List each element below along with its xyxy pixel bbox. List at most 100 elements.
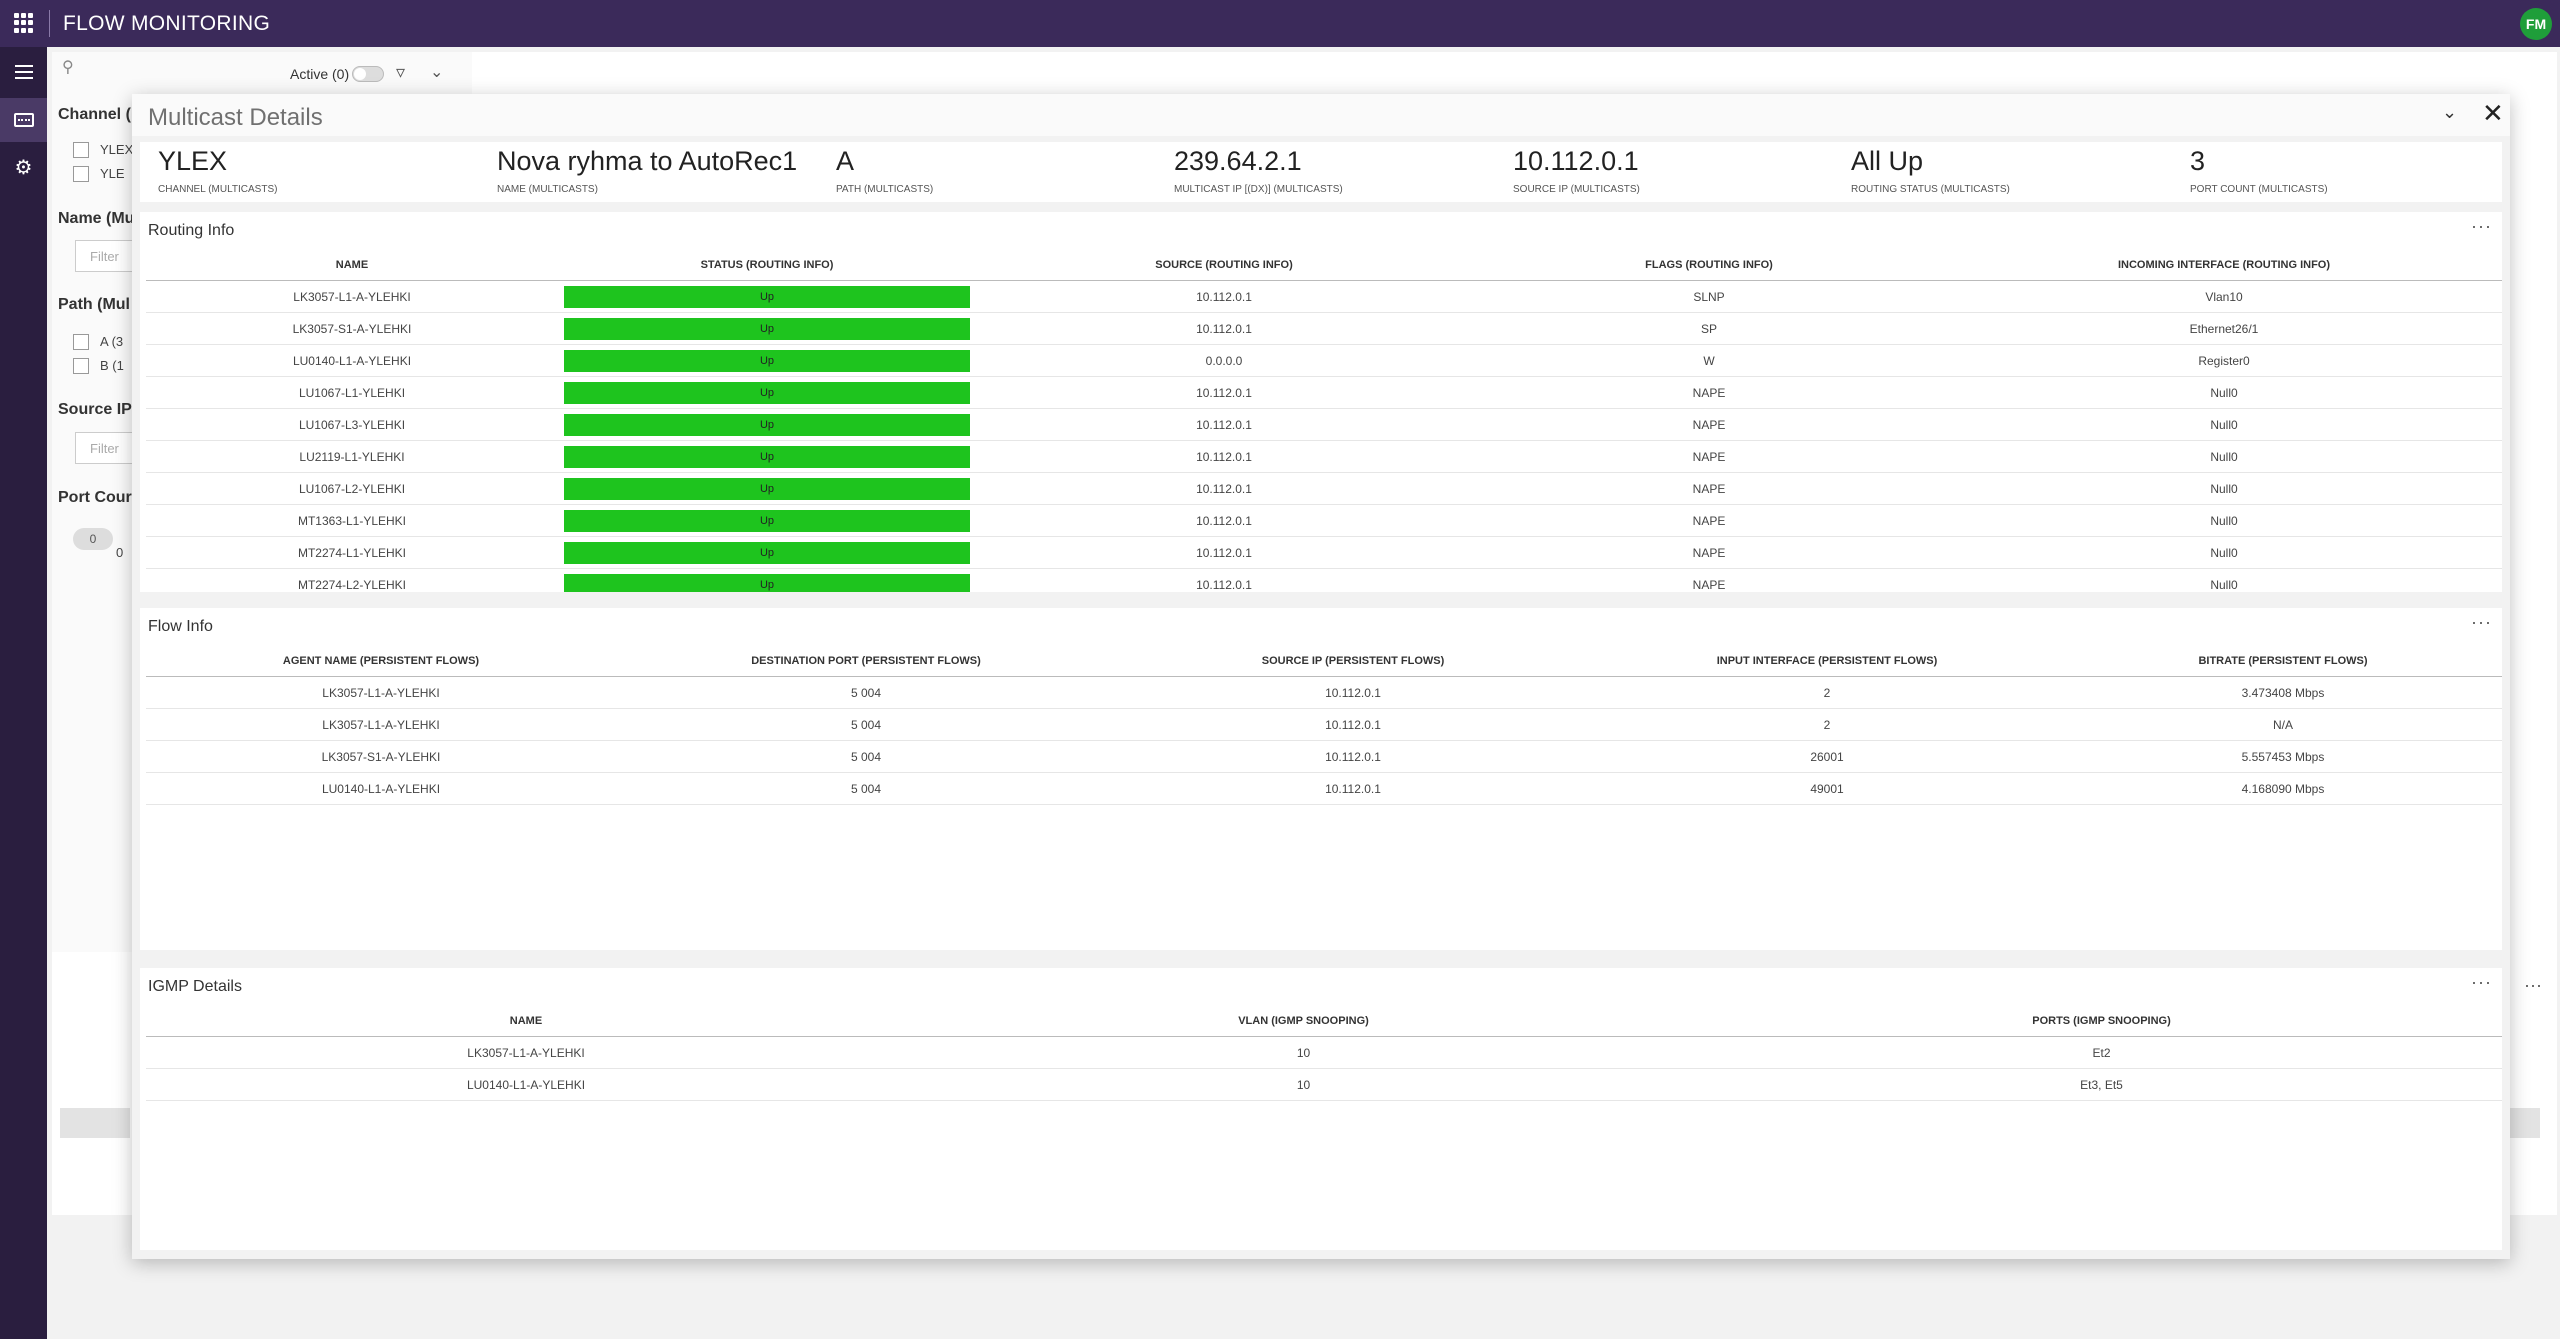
status-badge: Up	[564, 413, 970, 436]
column-header[interactable]: DESTINATION PORT (PERSISTENT FLOWS)	[616, 646, 1116, 677]
flow-info-table: AGENT NAME (PERSISTENT FLOWS) DESTINATION…	[146, 646, 2502, 805]
filter-channel-option: YLEX	[100, 142, 134, 157]
card-title: Routing Info	[148, 222, 235, 239]
table-cell: 10.112.0.1	[976, 504, 1472, 537]
filter-channel-checkbox[interactable]	[73, 166, 89, 182]
table-row[interactable]: MT1363-L1-YLEHKI Up 10.112.0.1 NAPE Null0	[146, 504, 2502, 537]
table-cell: NAPE	[1472, 472, 1946, 505]
column-header[interactable]: NAME	[146, 1006, 906, 1037]
more-options-icon[interactable]: ···	[2471, 216, 2492, 236]
table-cell: MT1363-L1-YLEHKI	[146, 504, 558, 537]
table-cell: NAPE	[1472, 376, 1946, 409]
summary-value: All Up	[1851, 146, 1924, 176]
table-cell: Null0	[1946, 504, 2502, 537]
table-row[interactable]: LK3057-L1-A-YLEHKI 10 Et2	[146, 1036, 2502, 1069]
app-launcher-icon[interactable]	[14, 13, 34, 33]
column-header[interactable]: BITRATE (PERSISTENT FLOWS)	[2064, 646, 2502, 677]
user-avatar[interactable]: FM	[2520, 8, 2552, 40]
column-header[interactable]: STATUS (ROUTING INFO)	[558, 250, 976, 281]
table-cell: LU0140-L1-A-YLEHKI	[146, 344, 558, 377]
filter-icon[interactable]: ▿	[396, 62, 406, 82]
table-row[interactable]: LU1067-L1-YLEHKI Up 10.112.0.1 NAPE Null0	[146, 376, 2502, 409]
table-cell: LU0140-L1-A-YLEHKI	[146, 1068, 906, 1101]
column-header[interactable]: FLAGS (ROUTING INFO)	[1472, 250, 1946, 281]
table-cell: Null0	[1946, 472, 2502, 505]
summary-value: 10.112.0.1	[1513, 146, 1639, 176]
table-cell: 10.112.0.1	[976, 280, 1472, 313]
column-header[interactable]: SOURCE IP (PERSISTENT FLOWS)	[1116, 646, 1590, 677]
table-cell: 10	[906, 1068, 1701, 1101]
menu-button[interactable]	[0, 50, 47, 94]
table-cell: Null0	[1946, 408, 2502, 441]
filter-channel-checkbox[interactable]	[73, 142, 89, 158]
table-cell: LK3057-L1-A-YLEHKI	[146, 708, 616, 741]
column-header[interactable]: AGENT NAME (PERSISTENT FLOWS)	[146, 646, 616, 677]
table-cell: LK3057-L1-A-YLEHKI	[146, 1036, 906, 1069]
table-row[interactable]: MT2274-L1-YLEHKI Up 10.112.0.1 NAPE Null0	[146, 536, 2502, 569]
table-row[interactable]: LU1067-L2-YLEHKI Up 10.112.0.1 NAPE Null0	[146, 472, 2502, 505]
status-badge: Up	[564, 573, 970, 592]
column-header[interactable]: SOURCE (ROUTING INFO)	[976, 250, 1472, 281]
port-count-range-min[interactable]: 0	[73, 528, 113, 550]
close-icon[interactable]: ✕	[2482, 98, 2504, 128]
summary-label: PORT COUNT (MULTICASTS)	[2190, 184, 2328, 195]
table-row[interactable]: LU1067-L3-YLEHKI Up 10.112.0.1 NAPE Null0	[146, 408, 2502, 441]
table-row[interactable]: LK3057-L1-A-YLEHKI 5 004 10.112.0.1 2 3.4734…	[146, 676, 2502, 709]
table-cell: Register0	[1946, 344, 2502, 377]
routing-info-card: Routing Info ··· NAME STATUS (ROUTING INF…	[140, 212, 2502, 592]
chevron-down-icon[interactable]: ⌄	[2442, 102, 2458, 122]
filter-path-checkbox[interactable]	[73, 358, 89, 374]
table-cell: NAPE	[1472, 536, 1946, 569]
background-row-highlight	[2510, 1108, 2540, 1138]
table-cell: 5 004	[616, 772, 1116, 805]
table-cell: Up	[558, 280, 976, 313]
table-cell: 26001	[1590, 740, 2064, 773]
column-header[interactable]: NAME	[146, 250, 558, 281]
summary-label: SOURCE IP (MULTICASTS)	[1513, 184, 1640, 195]
table-cell: MT2274-L2-YLEHKI	[146, 568, 558, 592]
column-header[interactable]: INPUT INTERFACE (PERSISTENT FLOWS)	[1590, 646, 2064, 677]
table-cell: Up	[558, 536, 976, 569]
table-row[interactable]: LK3057-L1-A-YLEHKI Up 10.112.0.1 SLNP Vlan10	[146, 280, 2502, 313]
more-options-icon[interactable]: ···	[2471, 972, 2492, 992]
table-cell: NAPE	[1472, 408, 1946, 441]
table-cell: Up	[558, 408, 976, 441]
column-header[interactable]: INCOMING INTERFACE (ROUTING INFO)	[1946, 250, 2502, 281]
nav-settings[interactable]: ⚙	[0, 145, 47, 189]
table-row[interactable]: LU2119-L1-YLEHKI Up 10.112.0.1 NAPE Null0	[146, 440, 2502, 473]
table-cell: LU2119-L1-YLEHKI	[146, 440, 558, 473]
table-row[interactable]: LK3057-S1-A-YLEHKI Up 10.112.0.1 SP Ethernet…	[146, 312, 2502, 345]
table-cell: Vlan10	[1946, 280, 2502, 313]
table-cell: Up	[558, 472, 976, 505]
summary-value: A	[836, 146, 855, 176]
more-options-icon[interactable]: ···	[2471, 612, 2492, 632]
nav-streams[interactable]	[0, 98, 47, 142]
table-cell: 10.112.0.1	[976, 472, 1472, 505]
status-badge: Up	[564, 349, 970, 372]
filter-portcount-label: Port Cour	[58, 489, 132, 506]
table-cell: 10.112.0.1	[1116, 772, 1590, 805]
search-icon[interactable]: ⚲	[62, 59, 74, 76]
card-title: IGMP Details	[148, 978, 242, 995]
table-cell: 10.112.0.1	[1116, 676, 1590, 709]
filter-path-checkbox[interactable]	[73, 334, 89, 350]
status-badge: Up	[564, 509, 970, 532]
table-cell: 10.112.0.1	[1116, 740, 1590, 773]
more-options-icon[interactable]: ···	[2524, 975, 2542, 995]
table-cell: MT2274-L1-YLEHKI	[146, 536, 558, 569]
table-row[interactable]: LU0140-L1-A-YLEHKI 10 Et3, Et5	[146, 1068, 2502, 1101]
table-row[interactable]: LK3057-L1-A-YLEHKI 5 004 10.112.0.1 2 N/A	[146, 708, 2502, 741]
active-toggle[interactable]	[352, 66, 384, 82]
card-title: Flow Info	[148, 618, 213, 635]
status-badge: Up	[564, 445, 970, 468]
chevron-down-icon[interactable]: ⌄	[430, 64, 444, 81]
table-row[interactable]: LK3057-S1-A-YLEHKI 5 004 10.112.0.1 26001 5.…	[146, 740, 2502, 773]
column-header[interactable]: VLAN (IGMP SNOOPING)	[906, 1006, 1701, 1037]
table-row[interactable]: LU0140-L1-A-YLEHKI 5 004 10.112.0.1 49001 4.…	[146, 772, 2502, 805]
table-row[interactable]: MT2274-L2-YLEHKI Up 10.112.0.1 NAPE Null0	[146, 568, 2502, 592]
table-cell: 49001	[1590, 772, 2064, 805]
table-row[interactable]: LU0140-L1-A-YLEHKI Up 0.0.0.0 W Register0	[146, 344, 2502, 377]
column-header[interactable]: PORTS (IGMP SNOOPING)	[1701, 1006, 2502, 1037]
summary-label: NAME (MULTICASTS)	[497, 184, 598, 195]
port-count-min-value: 0	[116, 545, 124, 560]
